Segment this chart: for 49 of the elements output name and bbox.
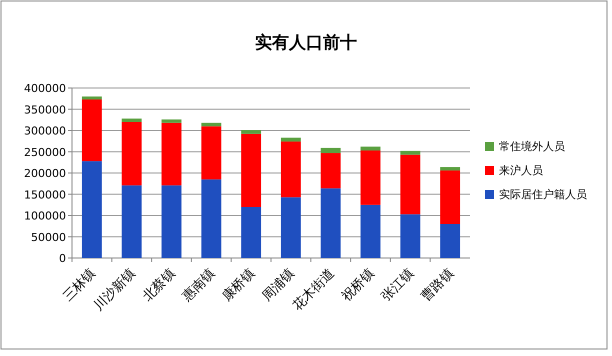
bar: [360, 150, 380, 205]
bar: [320, 148, 341, 154]
bar: [241, 134, 262, 207]
legend-label: 常住境外人员: [499, 140, 565, 153]
bar: [320, 153, 341, 188]
bar: [400, 150, 420, 155]
y-tick-label: 100000: [24, 210, 66, 222]
bar: [241, 130, 262, 134]
y-tick-label: 400000: [24, 82, 66, 95]
bar: [82, 99, 102, 162]
bar: [360, 146, 380, 150]
bar: [201, 179, 222, 258]
legend-label: 来沪人员: [499, 164, 543, 177]
bar: [280, 197, 301, 258]
bar: [440, 170, 460, 224]
bar: [162, 119, 182, 123]
bar: [122, 185, 142, 258]
bar: [82, 96, 102, 100]
bar: [360, 204, 380, 258]
y-tick-label: 50000: [31, 230, 66, 244]
bar: [162, 122, 182, 186]
y-tick-label: 200000: [24, 167, 66, 180]
y-tick-label: 0: [59, 252, 66, 265]
bar: [241, 207, 262, 258]
y-tick-label: 350000: [24, 103, 66, 116]
x-tick-label: 曹路镇: [418, 266, 457, 304]
chart-title: 实有人口前十: [255, 33, 357, 53]
x-tick-label: 惠南镇: [179, 266, 218, 306]
bar: [201, 126, 222, 180]
bar: [201, 122, 222, 126]
bar: [280, 142, 301, 198]
x-tick-label: 祝桥镇: [339, 266, 378, 304]
bar: [440, 224, 460, 258]
bar: [122, 122, 142, 186]
bar: [440, 167, 460, 170]
bar: [122, 118, 142, 122]
x-tick-label: 张江镇: [378, 266, 418, 304]
y-tick-label: 300000: [24, 124, 66, 138]
y-tick-label: 250000: [24, 146, 66, 159]
legend-label: 实际居住户籍人员: [499, 188, 587, 201]
bar: [400, 154, 420, 214]
y-tick-label: 150000: [24, 188, 66, 202]
bar: [320, 188, 341, 258]
bar: [162, 185, 182, 258]
bar: [82, 161, 102, 258]
bar: [400, 214, 420, 258]
x-tick-label: 康桥镇: [220, 266, 258, 304]
bar: [280, 138, 301, 142]
x-tick-label: 北蔡镇: [140, 266, 178, 304]
